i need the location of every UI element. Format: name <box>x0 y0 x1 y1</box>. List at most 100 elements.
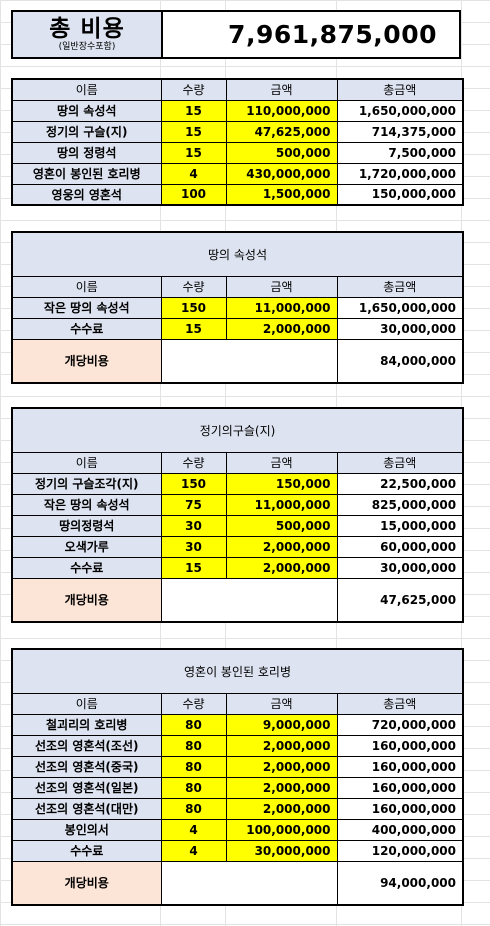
item-qty-cell[interactable]: 150 <box>160 472 227 495</box>
item-qty-cell[interactable]: 80 <box>160 755 227 778</box>
unit-cost-blank-cell[interactable] <box>160 860 338 906</box>
item-total-cell[interactable]: 60,000,000 <box>336 535 464 558</box>
header-price-cell[interactable]: 금액 <box>225 78 338 101</box>
item-total-cell[interactable]: 160,000,000 <box>336 797 464 820</box>
section-title-cell[interactable]: 영혼이 봉인된 호리병 <box>11 648 464 694</box>
total-cost-label-cell[interactable]: 총 비용 (일반장수포함) <box>13 12 163 57</box>
item-price-cell[interactable]: 500,000 <box>225 141 338 164</box>
item-price-cell[interactable]: 47,625,000 <box>225 120 338 143</box>
item-price-cell[interactable]: 150,000 <box>225 472 338 495</box>
item-qty-cell[interactable]: 4 <box>160 162 227 185</box>
item-qty-cell[interactable]: 100 <box>160 183 227 206</box>
item-price-cell[interactable]: 9,000,000 <box>225 713 338 736</box>
item-qty-cell[interactable]: 80 <box>160 734 227 757</box>
unit-cost-value-cell[interactable]: 94,000,000 <box>336 860 464 906</box>
header-price-cell[interactable]: 금액 <box>225 275 338 298</box>
header-name-cell[interactable]: 이름 <box>11 275 162 298</box>
item-name-cell[interactable]: 땅의정령석 <box>11 514 162 537</box>
item-total-cell[interactable]: 160,000,000 <box>336 734 464 757</box>
unit-cost-label-cell[interactable]: 개당비용 <box>11 577 162 623</box>
header-total-cell[interactable]: 총금액 <box>336 275 464 298</box>
item-price-cell[interactable]: 430,000,000 <box>225 162 338 185</box>
header-price-cell[interactable]: 금액 <box>225 451 338 474</box>
item-name-cell[interactable]: 철괴리의 호리병 <box>11 713 162 736</box>
unit-cost-label-cell[interactable]: 개당비용 <box>11 860 162 906</box>
item-name-cell[interactable]: 작은 땅의 속성석 <box>11 296 162 319</box>
item-total-cell[interactable]: 30,000,000 <box>336 317 464 340</box>
section-title-cell[interactable]: 땅의 속성석 <box>11 231 464 277</box>
item-name-cell[interactable]: 영혼이 봉인된 호리병 <box>11 162 162 185</box>
header-total-cell[interactable]: 총금액 <box>336 692 464 715</box>
item-name-cell[interactable]: 정기의 구슬(지) <box>11 120 162 143</box>
item-total-cell[interactable]: 720,000,000 <box>336 713 464 736</box>
header-qty-cell[interactable]: 수량 <box>160 78 227 101</box>
header-price-cell[interactable]: 금액 <box>225 692 338 715</box>
item-total-cell[interactable]: 1,650,000,000 <box>336 99 464 122</box>
item-price-cell[interactable]: 2,000,000 <box>225 797 338 820</box>
item-total-cell[interactable]: 7,500,000 <box>336 141 464 164</box>
unit-cost-blank-cell[interactable] <box>160 577 338 623</box>
item-price-cell[interactable]: 110,000,000 <box>225 99 338 122</box>
unit-cost-label-cell[interactable]: 개당비용 <box>11 338 162 384</box>
unit-cost-value-cell[interactable]: 84,000,000 <box>336 338 464 384</box>
item-name-cell[interactable]: 봉인의서 <box>11 818 162 841</box>
item-name-cell[interactable]: 정기의 구슬조각(지) <box>11 472 162 495</box>
item-total-cell[interactable]: 714,375,000 <box>336 120 464 143</box>
header-name-cell[interactable]: 이름 <box>11 78 162 101</box>
item-total-cell[interactable]: 22,500,000 <box>336 472 464 495</box>
item-name-cell[interactable]: 선조의 영혼석(조선) <box>11 734 162 757</box>
item-name-cell[interactable]: 땅의 정령석 <box>11 141 162 164</box>
item-total-cell[interactable]: 825,000,000 <box>336 493 464 516</box>
item-total-cell[interactable]: 15,000,000 <box>336 514 464 537</box>
item-name-cell[interactable]: 수수료 <box>11 839 162 862</box>
item-price-cell[interactable]: 2,000,000 <box>225 755 338 778</box>
item-qty-cell[interactable]: 80 <box>160 797 227 820</box>
header-qty-cell[interactable]: 수량 <box>160 451 227 474</box>
item-name-cell[interactable]: 선조의 영혼석(일본) <box>11 776 162 799</box>
item-name-cell[interactable]: 작은 땅의 속성석 <box>11 493 162 516</box>
total-cost-value[interactable]: 7,961,875,000 <box>228 20 437 49</box>
item-price-cell[interactable]: 2,000,000 <box>225 556 338 579</box>
item-price-cell[interactable]: 2,000,000 <box>225 734 338 757</box>
item-price-cell[interactable]: 1,500,000 <box>225 183 338 206</box>
item-qty-cell[interactable]: 15 <box>160 556 227 579</box>
item-price-cell[interactable]: 30,000,000 <box>225 839 338 862</box>
item-total-cell[interactable]: 1,650,000,000 <box>336 296 464 319</box>
header-total-cell[interactable]: 총금액 <box>336 451 464 474</box>
item-name-cell[interactable]: 수수료 <box>11 317 162 340</box>
unit-cost-blank-cell[interactable] <box>160 338 338 384</box>
item-qty-cell[interactable]: 4 <box>160 839 227 862</box>
item-price-cell[interactable]: 100,000,000 <box>225 818 338 841</box>
item-price-cell[interactable]: 500,000 <box>225 514 338 537</box>
item-name-cell[interactable]: 선조의 영혼석(대만) <box>11 797 162 820</box>
item-price-cell[interactable]: 11,000,000 <box>225 296 338 319</box>
header-qty-cell[interactable]: 수량 <box>160 275 227 298</box>
item-qty-cell[interactable]: 80 <box>160 776 227 799</box>
item-total-cell[interactable]: 150,000,000 <box>336 183 464 206</box>
item-qty-cell[interactable]: 15 <box>160 99 227 122</box>
unit-cost-value-cell[interactable]: 47,625,000 <box>336 577 464 623</box>
item-qty-cell[interactable]: 15 <box>160 120 227 143</box>
item-name-cell[interactable]: 선조의 영혼석(중국) <box>11 755 162 778</box>
item-qty-cell[interactable]: 75 <box>160 493 227 516</box>
item-price-cell[interactable]: 2,000,000 <box>225 535 338 558</box>
item-qty-cell[interactable]: 4 <box>160 818 227 841</box>
item-name-cell[interactable]: 땅의 속성석 <box>11 99 162 122</box>
item-total-cell[interactable]: 160,000,000 <box>336 755 464 778</box>
item-qty-cell[interactable]: 150 <box>160 296 227 319</box>
header-name-cell[interactable]: 이름 <box>11 451 162 474</box>
item-total-cell[interactable]: 400,000,000 <box>336 818 464 841</box>
item-total-cell[interactable]: 160,000,000 <box>336 776 464 799</box>
header-name-cell[interactable]: 이름 <box>11 692 162 715</box>
item-name-cell[interactable]: 오색가루 <box>11 535 162 558</box>
item-qty-cell[interactable]: 30 <box>160 535 227 558</box>
item-name-cell[interactable]: 영웅의 영혼석 <box>11 183 162 206</box>
item-qty-cell[interactable]: 30 <box>160 514 227 537</box>
item-total-cell[interactable]: 1,720,000,000 <box>336 162 464 185</box>
item-total-cell[interactable]: 120,000,000 <box>336 839 464 862</box>
item-price-cell[interactable]: 2,000,000 <box>225 317 338 340</box>
item-qty-cell[interactable]: 80 <box>160 713 227 736</box>
item-name-cell[interactable]: 수수료 <box>11 556 162 579</box>
item-qty-cell[interactable]: 15 <box>160 141 227 164</box>
item-price-cell[interactable]: 11,000,000 <box>225 493 338 516</box>
